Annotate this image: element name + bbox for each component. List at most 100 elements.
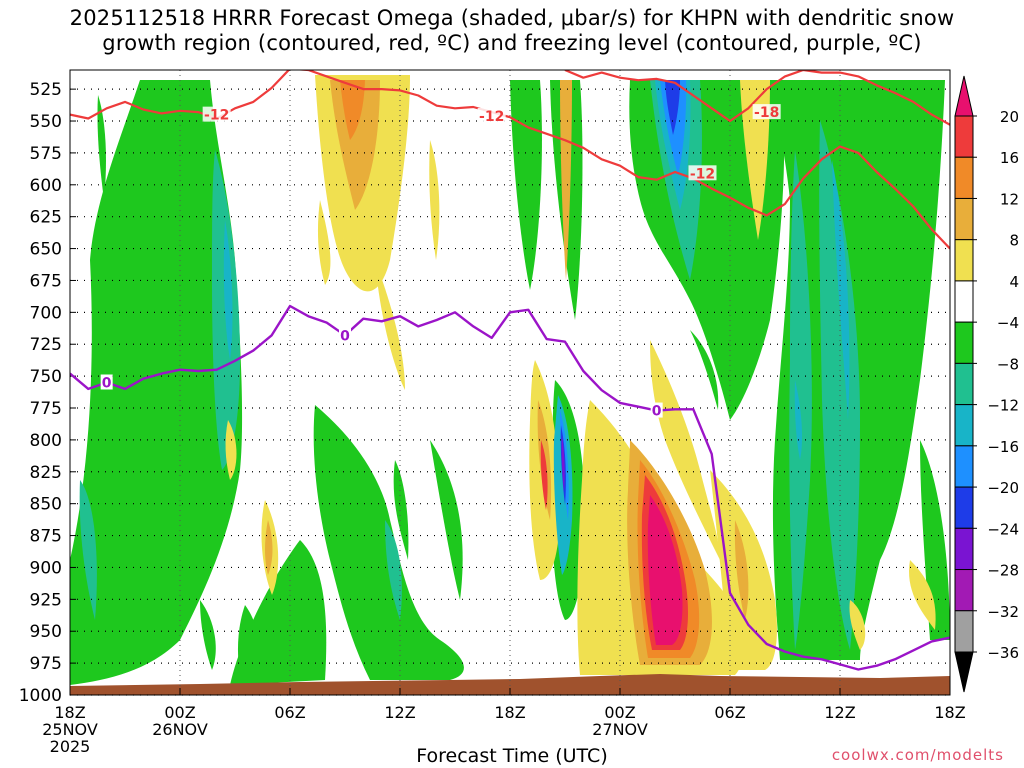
- y-tick-label-975: 975: [30, 654, 62, 674]
- colorbar-label-11: −28: [987, 562, 1019, 580]
- y-tick-label-925: 925: [30, 590, 62, 610]
- colorbar-segment-1: [954, 156, 974, 199]
- omega-region-yellow-3: [429, 140, 440, 260]
- colorbar-label-4: 4: [1009, 273, 1019, 291]
- x-tick-label-6: 06Z: [714, 703, 745, 722]
- freezing-label-2: 0: [652, 404, 662, 420]
- chart-title-line-2: growth region (contoured, red, ºC) and f…: [102, 31, 922, 55]
- dgz-label-3: -12: [690, 166, 715, 182]
- x-tick-label-0: 18Z: [54, 703, 85, 722]
- y-tick-label-625: 625: [30, 208, 62, 228]
- freezing-label-bg-2: [650, 402, 663, 418]
- y-tick-label-825: 825: [30, 463, 62, 483]
- y-tick-label-575: 575: [30, 144, 62, 164]
- dgz-label-2: -18: [754, 105, 779, 121]
- x-tick-date-0: 25NOV: [42, 720, 98, 739]
- omega-region-yellow-11: [909, 560, 936, 630]
- y-tick-label-650: 650: [30, 240, 62, 260]
- y-tick-label-800: 800: [30, 431, 62, 451]
- colorbar-label-10: −24: [987, 520, 1019, 538]
- colorbar-label-12: −32: [987, 603, 1019, 621]
- dgz-label-1: -12: [479, 109, 504, 125]
- omega-region-orange-1: [340, 80, 365, 140]
- freezing-label-0: 0: [102, 376, 112, 392]
- y-tick-label-550: 550: [30, 112, 62, 132]
- x-tick-label-5: 00Z: [604, 703, 635, 722]
- x-tick-label-8: 18Z: [934, 703, 965, 722]
- omega-region-orange-8: [265, 520, 273, 575]
- x-tick-label-7: 12Z: [824, 703, 855, 722]
- colorbar-segment-8: [954, 445, 974, 488]
- x-tick-date-1: 26NOV: [152, 720, 208, 739]
- y-tick-label-600: 600: [30, 176, 62, 196]
- x-tick-year-0: 2025: [50, 737, 91, 756]
- plot-frame: [69, 69, 951, 696]
- omega-region-green-9: [690, 330, 719, 410]
- colorbar-label-9: −20: [987, 479, 1019, 497]
- omega-region-orange-0: [330, 80, 380, 210]
- colorbar-label-2: 12: [1000, 190, 1019, 208]
- colorbar-segment-11: [954, 569, 974, 612]
- colorbar-segment-7: [954, 404, 974, 447]
- colorbar-segment-12: [954, 610, 974, 653]
- omega-region-purple-0: [561, 435, 565, 492]
- omega-region-green-3: [393, 460, 409, 560]
- x-axis-label: Forecast Time (UTC): [416, 745, 608, 767]
- x-tick-date-5: 27NOV: [592, 720, 648, 739]
- colorbar-segment-2: [954, 197, 974, 241]
- y-tick-label-875: 875: [30, 527, 62, 547]
- y-tick-label-1000: 1000: [19, 686, 62, 706]
- y-tick-label-725: 725: [30, 335, 62, 355]
- dgz-contour-minus18: [564, 70, 950, 126]
- colorbar-label-13: −36: [987, 644, 1019, 662]
- omega-region-green-13: [279, 610, 302, 675]
- y-tick-label-525: 525: [30, 80, 62, 100]
- colorbar-segment-10: [954, 527, 974, 571]
- x-tick-label-1: 00Z: [164, 703, 195, 722]
- freezing-level-contour: [70, 304, 950, 671]
- omega-region-yellow-1: [317, 200, 331, 285]
- colorbar-segment-0: [954, 115, 974, 158]
- y-tick-label-675: 675: [30, 271, 62, 291]
- colorbar-top-arrow: [954, 75, 974, 117]
- omega-region-teal-6: [789, 150, 812, 650]
- omega-region-navy-0: [665, 80, 680, 135]
- y-tick-label-700: 700: [30, 303, 62, 323]
- contour-labels: 0 0 0 -12 -12 -18 -12: [100, 104, 781, 420]
- x-tick-label-4: 18Z: [494, 703, 525, 722]
- colorbar-label-5: −4: [997, 314, 1019, 332]
- dgz-label-bg-2: [752, 104, 781, 120]
- omega-region-yellow-8: [650, 340, 720, 560]
- colorbar-label-7: −12: [987, 397, 1019, 415]
- omega-region-orange-2: [560, 80, 572, 280]
- omega-region-green-early: [70, 80, 243, 685]
- x-tick-label-3: 12Z: [384, 703, 415, 722]
- colorbar-label-6: −8: [997, 355, 1019, 373]
- colorbar-segment-9: [954, 486, 974, 529]
- dgz-label-0: -12: [204, 108, 229, 124]
- colorbar-segment-3: [954, 239, 974, 282]
- dgz-label-bg-1: [477, 107, 506, 123]
- omega-region-teal-9: [794, 380, 803, 460]
- freezing-label-1: 0: [340, 328, 350, 344]
- omega-region-teal-3: [385, 520, 402, 620]
- chart-title-line-1: 2025112518 HRRR Forecast Omega (shaded, …: [69, 6, 955, 30]
- omega-region-green-12: [237, 605, 261, 675]
- omega-region-green-14: [200, 600, 216, 670]
- chart-title: 2025112518 HRRR Forecast Omega (shaded, …: [0, 6, 1024, 56]
- colorbar-label-8: −16: [987, 438, 1019, 456]
- omega-region-green-0: [97, 95, 106, 200]
- colorbar-label-3: 8: [1009, 232, 1019, 250]
- colorbar-label-0: 20: [1000, 108, 1019, 126]
- y-tick-label-775: 775: [30, 399, 62, 419]
- omega-region-teal-8: [832, 160, 850, 420]
- omega-region-yellow-2: [375, 260, 405, 390]
- omega-region-orange-9: [734, 520, 749, 620]
- y-tick-label-850: 850: [30, 495, 62, 515]
- omega-region-yellow-10: [740, 80, 770, 240]
- y-tick-label-950: 950: [30, 622, 62, 642]
- omega-shading: [70, 75, 950, 685]
- omega-region-yellow-12: [849, 600, 866, 650]
